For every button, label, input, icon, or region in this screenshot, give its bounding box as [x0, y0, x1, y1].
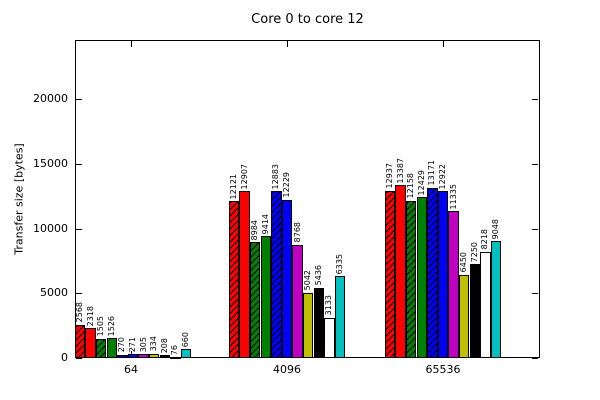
bar-blue-hatched-4096 — [271, 191, 282, 358]
bar-value-label: 208 — [159, 338, 169, 354]
y-tick-left — [76, 99, 82, 101]
bar-red-solid-4096 — [239, 191, 250, 358]
bar-value-label: 660 — [181, 332, 190, 348]
bar-value-label: 5436 — [313, 265, 323, 286]
bar-red-solid-64 — [85, 328, 96, 358]
bar-value-label: 7250 — [469, 241, 479, 263]
x-tick-top — [443, 41, 444, 47]
bar-blue-hatched-65536 — [427, 187, 438, 358]
bar-red-hatched-64 — [74, 324, 86, 358]
bar-cyan-solid-65536 — [490, 241, 502, 358]
bar-olive-solid-65536 — [458, 274, 470, 358]
bar-white-solid-65536 — [480, 251, 491, 358]
bar-blue-solid-65536 — [437, 190, 449, 358]
bar-value-label: 1526 — [106, 315, 116, 337]
y-tick-left — [76, 358, 82, 359]
bar-magenta-solid-65536 — [448, 211, 459, 358]
y-tick-right — [532, 228, 538, 230]
y-tick-right — [532, 293, 538, 295]
y-tick-left — [76, 164, 82, 166]
y-tick-right — [532, 358, 538, 359]
bar-value-label: 12922 — [438, 163, 447, 189]
x-tick-top — [131, 41, 132, 47]
bar-value-label: 8768 — [292, 222, 302, 243]
bar-value-label: 9048 — [491, 218, 500, 240]
bar-value-label: 8218 — [480, 229, 490, 250]
bar-value-label: 12158 — [406, 173, 416, 199]
y-tick-label: 0 — [61, 351, 68, 364]
y-tick-label: 5000 — [40, 286, 68, 300]
bar-olive-solid-4096 — [302, 292, 314, 358]
bar-value-label: 270 — [117, 337, 127, 353]
bar-value-label: 5042 — [303, 270, 313, 291]
bar-green-hatched-64 — [95, 338, 107, 358]
bar-value-label: 3133 — [324, 295, 334, 316]
bar-blue-solid-4096 — [281, 199, 293, 358]
bar-value-label: 12907 — [239, 163, 249, 190]
bar-black-solid-4096 — [313, 287, 325, 358]
bar-cyan-solid-4096 — [334, 276, 346, 358]
bar-green-solid-4096 — [260, 236, 272, 358]
bar-value-label: 11335 — [448, 184, 458, 210]
bar-red-hatched-65536 — [384, 190, 396, 358]
bar-green-hatched-65536 — [405, 200, 417, 358]
x-tick-bottom — [131, 351, 132, 357]
bar-black-solid-65536 — [469, 264, 481, 358]
bar-value-label: 9414 — [260, 213, 270, 235]
y-tick-left — [76, 293, 82, 295]
bar-olive-solid-64 — [148, 353, 160, 358]
x-tick-label: 64 — [124, 363, 138, 376]
bar-magenta-solid-4096 — [292, 244, 303, 358]
bar-value-label: 6335 — [335, 253, 344, 275]
bar-value-label: 12429 — [416, 169, 426, 196]
bar-value-label: 12883 — [271, 164, 281, 190]
bar-value-label: 271 — [128, 337, 137, 353]
y-tick-label: 15000 — [33, 157, 68, 171]
bar-blue-solid-64 — [127, 354, 139, 358]
x-tick-label: 4096 — [273, 363, 301, 376]
chart-title: Core 0 to core 12 — [251, 12, 364, 27]
bar-value-label: 13387 — [395, 157, 405, 183]
y-tick-label: 20000 — [33, 92, 68, 106]
bar-value-label: 76 — [170, 344, 180, 355]
bar-value-label: 13171 — [427, 160, 437, 186]
y-tick-left — [76, 228, 82, 230]
y-tick-right — [532, 164, 538, 166]
y-tick-label: 10000 — [33, 221, 68, 235]
bar-value-label: 334 — [149, 336, 159, 352]
bar-red-hatched-4096 — [228, 201, 240, 358]
bar-value-label: 12229 — [282, 172, 291, 198]
bar-value-label: 6450 — [459, 252, 469, 273]
bar-value-label: 8984 — [250, 219, 260, 240]
bar-value-label: 12937 — [385, 163, 394, 189]
bar-value-label: 2318 — [85, 305, 95, 327]
bar-green-solid-64 — [106, 338, 118, 358]
bar-blue-hatched-64 — [117, 354, 128, 358]
bar-value-label: 12121 — [229, 173, 238, 200]
bar-value-label: 2568 — [75, 302, 84, 323]
bar-white-solid-4096 — [324, 317, 335, 358]
bar-cyan-solid-64 — [180, 349, 192, 358]
bar-value-label: 305 — [138, 336, 148, 353]
x-tick-label: 65536 — [425, 363, 461, 376]
bar-green-solid-65536 — [416, 197, 428, 358]
bar-black-solid-64 — [159, 355, 171, 358]
bar-red-solid-65536 — [395, 184, 406, 358]
bar-white-solid-64 — [170, 357, 181, 359]
x-tick-top — [287, 41, 288, 47]
bar-green-hatched-4096 — [249, 241, 261, 358]
bar-magenta-solid-64 — [138, 354, 149, 358]
bar-value-label: 1505 — [96, 316, 106, 337]
y-tick-right — [532, 99, 538, 101]
